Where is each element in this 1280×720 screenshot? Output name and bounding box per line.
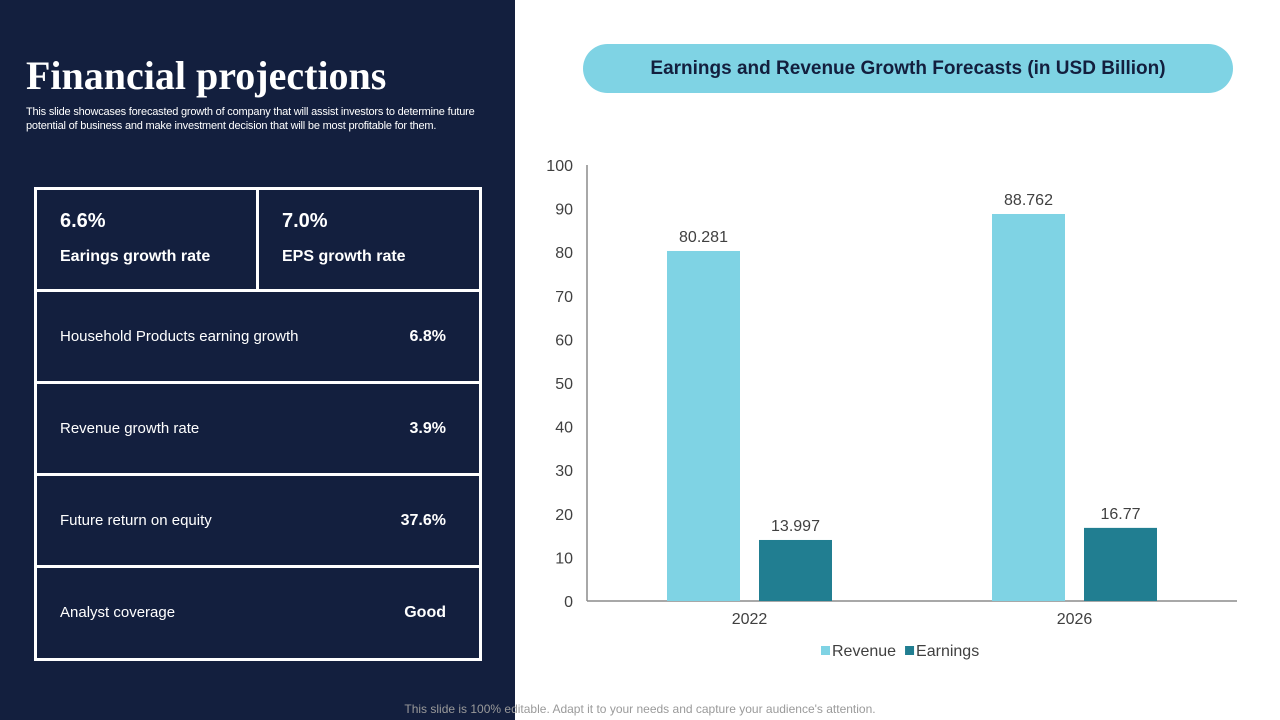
legend: Revenue Earnings xyxy=(821,643,979,660)
legend-label-revenue: Revenue xyxy=(832,643,896,660)
bar-chart: 0 10 20 30 40 50 60 70 80 90 100 80.281 13.997 88.76… xyxy=(546,158,1237,660)
x-tick-label: 2022 xyxy=(732,611,768,628)
eps-growth-label: EPS growth rate xyxy=(282,248,406,265)
y-tick-label: 30 xyxy=(555,463,573,480)
metric-value: 6.8% xyxy=(409,328,446,345)
legend-swatch-revenue xyxy=(821,646,830,655)
bar-revenue-2026 xyxy=(992,213,1065,601)
slide-subtitle: This slide showcases forecasted growth o… xyxy=(26,106,475,132)
y-tick-label: 60 xyxy=(555,332,573,349)
metric-label: Household Products earning growth xyxy=(60,328,299,345)
y-tick-label: 10 xyxy=(555,550,573,567)
metric-label: Analyst coverage xyxy=(60,604,176,621)
metric-value: Good xyxy=(404,604,446,621)
data-label-revenue-2022: 80.281 xyxy=(679,229,728,246)
bar-earnings-2022 xyxy=(759,539,832,601)
metrics-table: 6.6% Earings growth rate 7.0% EPS growth… xyxy=(34,187,482,661)
data-label-revenue-2026: 88.762 xyxy=(1004,192,1053,209)
y-tick-label: 70 xyxy=(555,289,573,306)
footer-note: This slide is 100% editable. Adapt it to… xyxy=(404,702,876,716)
metric-row-household: Household Products earning growth 6.8% xyxy=(37,292,479,384)
data-label-earnings-2022: 13.997 xyxy=(771,518,820,535)
bars: 80.281 13.997 88.762 16.77 xyxy=(667,192,1157,601)
metric-value: 3.9% xyxy=(409,420,446,437)
metric-row-revenue: Revenue growth rate 3.9% xyxy=(37,384,479,476)
left-panel: Financial projections This slide showcas… xyxy=(0,0,515,720)
y-tick-label: 50 xyxy=(555,376,573,393)
x-tick-label: 2026 xyxy=(1057,611,1093,628)
bar-earnings-2026 xyxy=(1084,527,1157,601)
earnings-growth-label: Earings growth rate xyxy=(60,248,211,265)
y-tick-label: 40 xyxy=(555,420,573,437)
x-axis-ticks: 2022 2026 xyxy=(732,611,1093,628)
y-tick-label: 20 xyxy=(555,507,573,524)
slide-title: Financial projections xyxy=(26,53,387,98)
metric-row-roe: Future return on equity 37.6% xyxy=(37,476,479,568)
metric-row-analyst: Analyst coverage Good xyxy=(37,568,479,660)
top-metrics-row: 6.6% Earings growth rate 7.0% EPS growth… xyxy=(37,190,479,292)
chart-title: Earnings and Revenue Growth Forecasts (i… xyxy=(650,57,1166,79)
y-tick-label: 100 xyxy=(546,158,573,175)
y-axis-ticks: 0 10 20 30 40 50 60 70 80 90 100 xyxy=(546,158,573,611)
earnings-growth-cell: 6.6% Earings growth rate xyxy=(37,190,259,289)
metric-label: Future return on equity xyxy=(60,512,212,529)
eps-growth-value: 7.0% xyxy=(282,210,328,232)
legend-swatch-earnings xyxy=(905,646,915,655)
legend-label-earnings: Earnings xyxy=(916,643,979,660)
bar-revenue-2022 xyxy=(667,250,740,601)
data-label-earnings-2026: 16.77 xyxy=(1100,506,1140,523)
chart-title-pill: Earnings and Revenue Growth Forecasts (i… xyxy=(583,44,1233,93)
y-tick-label: 80 xyxy=(555,245,573,262)
metric-value: 37.6% xyxy=(400,512,446,529)
metric-label: Revenue growth rate xyxy=(60,420,200,437)
y-tick-label: 0 xyxy=(564,594,573,611)
y-tick-label: 90 xyxy=(555,202,573,219)
eps-growth-cell: 7.0% EPS growth rate xyxy=(259,190,479,289)
earnings-growth-value: 6.6% xyxy=(60,210,106,232)
